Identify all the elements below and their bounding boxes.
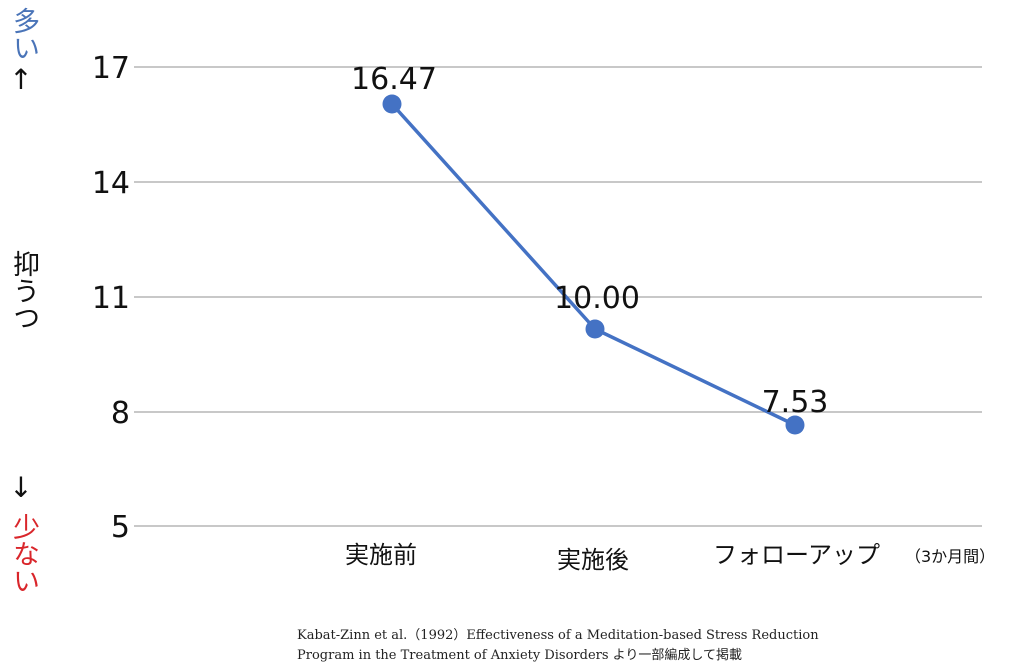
series-line (390, 102, 796, 427)
x-label-pre: 実施前 (345, 541, 417, 569)
depression-axis-label: 抑うつ (8, 249, 39, 331)
x-label-followup: フォローアップ (713, 541, 880, 569)
more-label: 多い (8, 7, 39, 61)
y-tick-17: 17 (92, 51, 130, 86)
data-point-post (585, 319, 605, 339)
y-tick-11: 11 (92, 281, 130, 316)
data-label-followup: 7.53 (762, 385, 829, 420)
y-tick-8: 8 (111, 396, 130, 431)
y-tick-5: 5 (111, 510, 130, 545)
citation: Kabat-Zinn et al.（1992）Effectiveness of … (297, 626, 819, 666)
gridlines (134, 66, 982, 527)
up-arrow-icon: ↑ (9, 63, 33, 96)
data-label-post: 10.00 (554, 281, 640, 316)
y-tick-14: 14 (92, 166, 130, 201)
x-label-post: 実施後 (557, 546, 629, 574)
data-point-pre (382, 94, 402, 114)
x-label-followup-suffix: （3か月間） (905, 547, 995, 566)
less-label: 少ない (8, 512, 39, 594)
citation-line-1: Kabat-Zinn et al.（1992）Effectiveness of … (297, 628, 819, 643)
citation-line-2: Program in the Treatment of Anxiety Diso… (297, 648, 743, 663)
down-arrow-icon: ↓ (9, 471, 33, 504)
data-point-followup (785, 415, 805, 435)
data-label-pre: 16.47 (351, 62, 437, 97)
